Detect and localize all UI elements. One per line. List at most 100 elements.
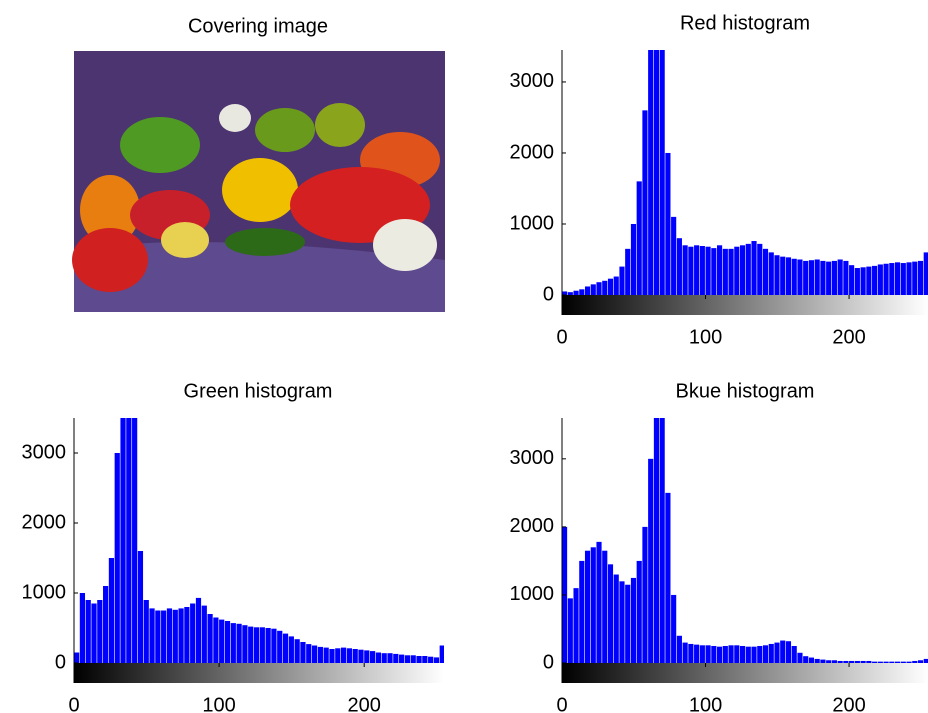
bar [757,244,762,295]
bar [861,267,866,295]
bar [591,547,596,663]
bar [138,551,143,663]
bar [642,110,647,295]
bar [568,292,573,295]
bar [248,627,253,663]
bar [734,645,739,663]
y-tick-label: 2000 [510,515,555,537]
bar [393,654,398,663]
bar [353,649,358,663]
bar [671,595,676,663]
bar [579,289,584,295]
bar [751,241,756,295]
bar [405,655,410,663]
bar [688,247,693,295]
bar [614,575,619,663]
bar [109,558,114,663]
bar [149,608,154,663]
bar [126,348,131,663]
y-tick-label: 1000 [510,212,555,234]
bar [786,257,791,295]
bar [637,181,642,295]
bar [144,600,149,663]
chart-title: Bkue histogram [676,380,815,402]
bar [797,653,802,663]
bar [838,661,843,663]
bar [382,653,387,663]
bar [906,262,911,295]
bar [918,660,923,663]
bar [866,267,871,295]
bar [654,0,659,295]
bar [809,658,814,663]
bar [347,648,352,663]
bar [815,659,820,663]
bar [602,551,607,663]
bar [602,281,607,295]
y-tick-label: 2000 [510,141,555,163]
bar [300,642,305,663]
x-tick-label: 200 [832,694,865,713]
bar [774,255,779,295]
bar [688,644,693,663]
bar [780,641,785,663]
bar [631,578,636,663]
bar [434,657,439,663]
bar [167,608,172,663]
bar [849,661,854,663]
bar [797,259,802,295]
bar [746,647,751,663]
bar [866,661,871,663]
bar [706,247,711,295]
bar [889,263,894,295]
bar [196,598,201,663]
bar [884,662,889,663]
bar [861,661,866,663]
y-tick-label: 0 [543,651,554,673]
bar [358,650,363,663]
bar [878,264,883,295]
bar [283,634,288,663]
bar [237,624,242,663]
bar [895,262,900,295]
bar [763,645,768,663]
bar [906,662,911,663]
bar [717,245,722,295]
bar [740,646,745,663]
bar [86,600,91,663]
bar [596,542,601,663]
bar [178,608,183,663]
bar [585,286,590,295]
bar [202,606,207,663]
bar [440,646,445,664]
bar [677,636,682,663]
bar [637,561,642,663]
image-title: Covering image [188,15,328,37]
bar [843,661,848,663]
bar [884,264,889,295]
bar [341,648,346,663]
y-tick-label: 3000 [510,70,555,92]
bar [700,246,705,295]
bar [306,644,311,663]
bar [872,266,877,295]
x-tick-label: 200 [832,326,865,348]
bars [562,377,928,663]
bar [573,588,578,663]
bar [700,645,705,663]
bar [832,660,837,663]
bar [918,261,923,295]
bar [763,249,768,295]
bar [665,493,670,663]
bar [728,645,733,663]
bar [591,284,596,295]
bar [254,627,259,663]
bar [820,660,825,663]
bar [694,245,699,295]
bar [878,662,883,663]
bar [757,646,762,663]
bar [614,277,619,295]
bar [190,604,195,664]
bar [596,282,601,295]
bar [335,648,340,663]
